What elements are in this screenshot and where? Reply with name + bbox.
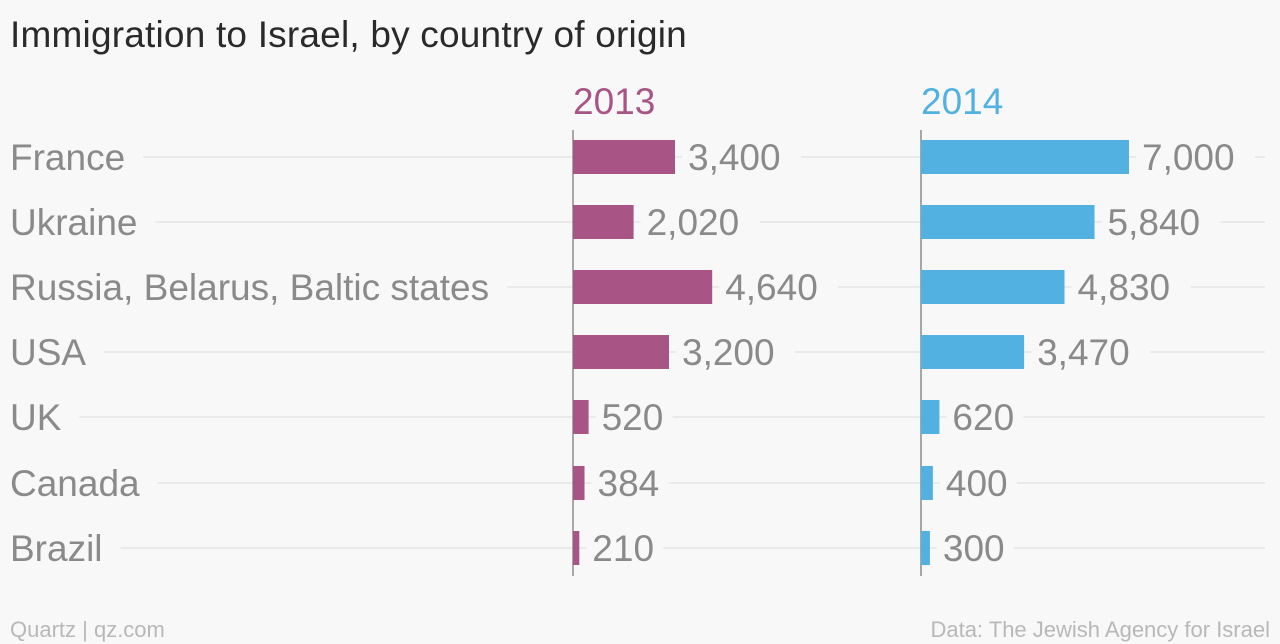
category-label: Brazil xyxy=(10,528,103,569)
value-label-background xyxy=(591,465,669,501)
bar xyxy=(921,466,933,500)
bar xyxy=(921,400,940,434)
category-label: UK xyxy=(10,397,62,438)
value-label: 384 xyxy=(598,463,660,504)
bar xyxy=(573,140,675,174)
value-label-background xyxy=(1071,269,1191,305)
value-label: 300 xyxy=(943,528,1005,569)
panel-header: 2014 xyxy=(921,81,1003,122)
value-label: 7,000 xyxy=(1142,137,1235,178)
category-label: Ukraine xyxy=(10,202,138,243)
value-label: 3,400 xyxy=(688,137,781,178)
category-labels: France Ukraine Russia, Belarus, Baltic sta… xyxy=(10,137,489,569)
category-label: Russia, Belarus, Baltic states xyxy=(10,267,489,308)
value-label-background xyxy=(719,269,839,305)
chart-title: Immigration to Israel, by country of ori… xyxy=(10,14,687,55)
value-label-background xyxy=(1136,139,1255,175)
value-label: 620 xyxy=(952,397,1014,438)
value-label: 400 xyxy=(946,463,1008,504)
footer-data-credit: Data: The Jewish Agency for Israel xyxy=(930,617,1270,642)
value-label: 4,640 xyxy=(725,267,818,308)
bar xyxy=(921,140,1129,174)
panel-2013: 2013 3,400 2,020 4,640 3,200 520 384 210 xyxy=(572,81,839,576)
value-label-background xyxy=(936,530,1014,566)
bar xyxy=(573,400,589,434)
category-label: Canada xyxy=(10,463,140,504)
category-label: France xyxy=(10,137,125,178)
bar xyxy=(573,466,585,500)
bar xyxy=(921,270,1065,304)
category-label: USA xyxy=(10,332,86,373)
panel-header: 2013 xyxy=(573,81,655,122)
value-label-background xyxy=(946,399,1024,435)
value-label-background xyxy=(676,334,795,370)
value-label: 210 xyxy=(592,528,654,569)
bar xyxy=(921,205,1095,239)
value-label-background xyxy=(640,204,760,240)
bar xyxy=(573,205,634,239)
value-label-background xyxy=(595,399,673,435)
bar xyxy=(921,335,1025,369)
value-label: 4,830 xyxy=(1078,267,1171,308)
bar xyxy=(573,531,580,565)
value-label: 3,470 xyxy=(1037,332,1130,373)
value-label: 3,200 xyxy=(682,332,775,373)
bar xyxy=(921,531,930,565)
panel-2014: 2014 7,000 5,840 4,830 3,470 620 400 300 xyxy=(920,81,1255,576)
value-label-background xyxy=(1101,204,1221,240)
value-label-background xyxy=(1031,334,1151,370)
value-label-background xyxy=(939,465,1017,501)
bar xyxy=(573,270,713,304)
bar xyxy=(573,335,669,369)
value-label: 5,840 xyxy=(1108,202,1201,243)
value-label: 2,020 xyxy=(647,202,740,243)
value-label-background xyxy=(682,139,801,175)
value-label-background xyxy=(586,530,664,566)
value-label: 520 xyxy=(602,397,664,438)
footer-source-brand: Quartz | qz.com xyxy=(10,617,165,642)
